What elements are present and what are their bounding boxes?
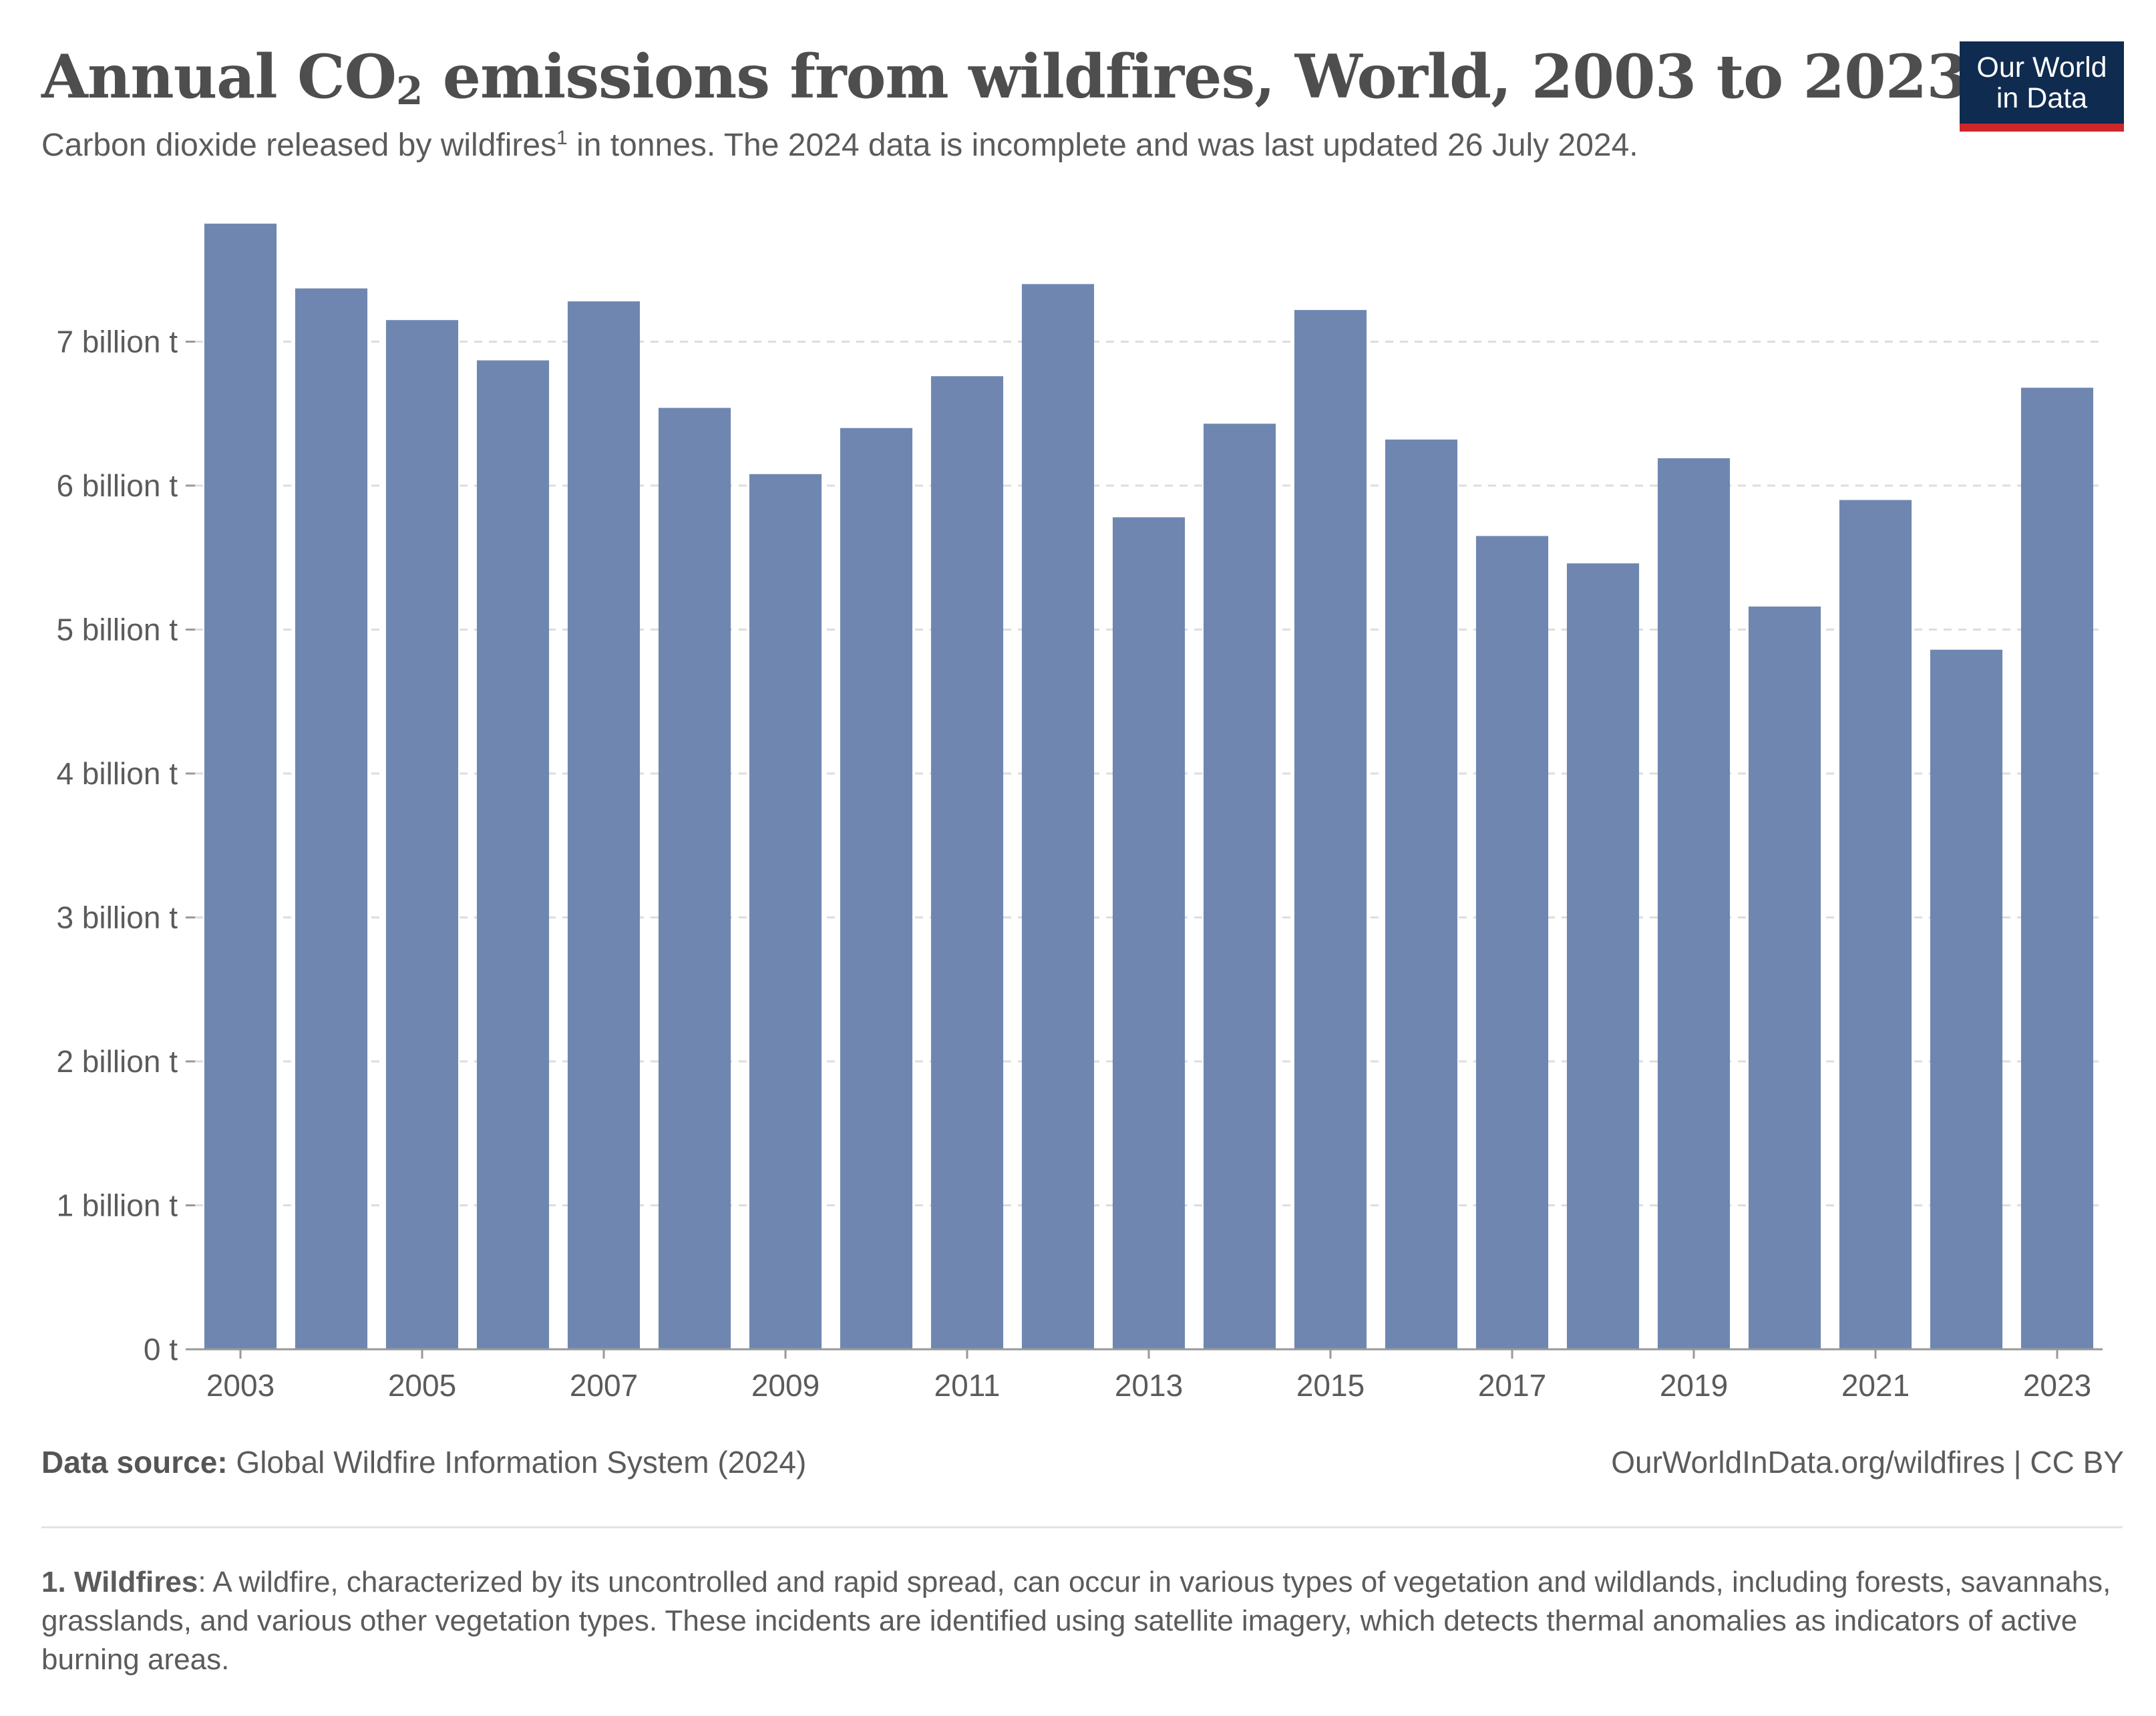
y-tick-label: 3 billion t <box>56 900 178 935</box>
x-tick-label: 2007 <box>570 1368 638 1403</box>
logo-accent-bar <box>1960 124 2124 132</box>
bar-2020[interactable] <box>1748 607 1821 1349</box>
x-tick-label: 2017 <box>1478 1368 1546 1403</box>
bar-2022[interactable] <box>1930 649 2003 1350</box>
y-tick-label: 4 billion t <box>56 756 178 791</box>
bar-chart: 0 t 1 billion t 2 billion t 3 billion t 4 bi… <box>56 223 2103 1403</box>
chart-title: Annual CO2 emissions from wildfires, Wor… <box>41 41 1968 114</box>
x-tick-label: 2019 <box>1660 1368 1728 1403</box>
bar-2017[interactable] <box>1475 536 1549 1349</box>
bar-2010[interactable] <box>840 427 913 1349</box>
bar-2008[interactable] <box>658 407 731 1349</box>
data-source: Data source: Global Wildfire Information… <box>41 1444 806 1480</box>
chart-subtitle: Carbon dioxide released by wildfires1 in… <box>41 127 1638 164</box>
bar-2013[interactable] <box>1112 517 1186 1350</box>
bar-2019[interactable] <box>1657 458 1731 1350</box>
bar-2016[interactable] <box>1385 440 1458 1349</box>
title-rest: emissions from wildfires, World, 2003 to… <box>422 41 1968 112</box>
x-tick-label: 2013 <box>1115 1368 1183 1403</box>
footnote: 1. Wildfires: A wildfire, characterized … <box>41 1563 2112 1679</box>
bar-layer <box>204 223 2094 1350</box>
bar-2007[interactable] <box>567 301 641 1349</box>
footnote-marker[interactable]: 1 <box>556 127 568 149</box>
x-tick-label: 2021 <box>1841 1368 1910 1403</box>
bar-2011[interactable] <box>930 376 1004 1349</box>
x-tick-label: 2003 <box>206 1368 275 1403</box>
y-tick-label: 7 billion t <box>56 325 178 359</box>
bar-2014[interactable] <box>1203 423 1276 1350</box>
logo-line-1: Our World <box>1976 51 2107 83</box>
bar-2004[interactable] <box>295 288 368 1349</box>
bar-2018[interactable] <box>1566 563 1640 1349</box>
bar-2005[interactable] <box>385 320 459 1349</box>
credit-link[interactable]: OurWorldInData.org/wildfires | CC BY <box>1611 1445 2124 1480</box>
logo-line-2: in Data <box>1996 82 2088 114</box>
title-subscript: 2 <box>396 68 423 114</box>
bar-2023[interactable] <box>2020 387 2094 1350</box>
x-tick-label: 2005 <box>388 1368 456 1403</box>
subtitle-part-b: in tonnes. The 2024 data is incomplete a… <box>567 128 1638 163</box>
title-main: Annual CO <box>41 41 397 112</box>
y-tick-label: 2 billion t <box>56 1044 178 1079</box>
bar-2003[interactable] <box>204 223 277 1349</box>
y-tick-label: 5 billion t <box>56 613 178 647</box>
subtitle-part-a: Carbon dioxide released by wildfires <box>41 128 557 163</box>
bar-2009[interactable] <box>749 474 822 1349</box>
owid-logo[interactable]: Our World in Data <box>1960 41 2124 132</box>
source-text[interactable]: Global Wildfire Information System (2024… <box>227 1445 807 1480</box>
y-tick-label: 1 billion t <box>56 1188 178 1223</box>
bar-2006[interactable] <box>476 360 550 1349</box>
axis-layer: 0 t 1 billion t 2 billion t 3 billion t 4 bi… <box>56 325 2103 1403</box>
x-tick-label: 2011 <box>934 1368 1001 1403</box>
footnote-label: 1. Wildfires <box>41 1566 198 1598</box>
footnote-text: : A wildfire, characterized by its uncon… <box>41 1566 2111 1676</box>
bar-2015[interactable] <box>1294 310 1367 1350</box>
bar-2012[interactable] <box>1021 284 1095 1349</box>
x-tick-label: 2009 <box>751 1368 820 1403</box>
y-tick-label: 6 billion t <box>56 468 178 503</box>
x-tick-label: 2023 <box>2023 1368 2091 1403</box>
footer-divider <box>41 1526 2123 1528</box>
x-tick-label: 2015 <box>1296 1368 1365 1403</box>
source-label: Data source: <box>41 1445 228 1480</box>
y-tick-label: 0 t <box>144 1332 178 1367</box>
bar-2021[interactable] <box>1839 500 1912 1349</box>
